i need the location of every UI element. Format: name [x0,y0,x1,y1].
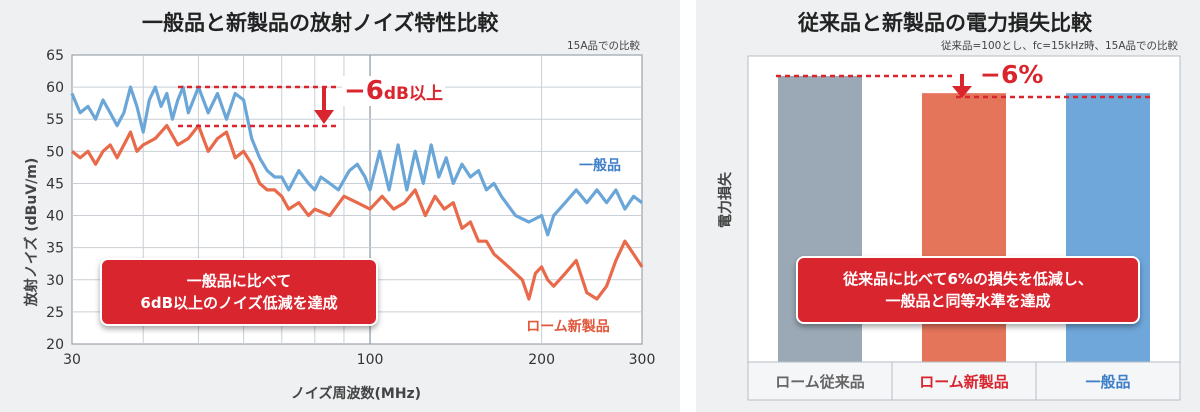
noise-series-lines [70,85,644,301]
noise-y-tick-label: 25 [46,305,64,321]
bar-label-cell [747,361,893,401]
noise-diff-unit: dB以上 [383,84,444,104]
noise-chart-title: 一般品と新製品の放射ノイズ特性比較 [142,11,499,35]
noise-chart-subtitle: 15A品での比較 [566,40,640,52]
bar-label-cell [1035,361,1181,401]
power-loss-diff-label: −6% [976,60,1048,89]
noise-y-tick-label: 50 [46,144,64,160]
bar-label-cell [891,361,1037,401]
series-label-rohm-new: ローム新製品 [526,318,610,335]
noise-y-tick-label: 65 [46,48,64,64]
noise-callout-line-2: 6dB以上のノイズ低減を達成 [140,294,338,312]
bar-category-labels: ローム従来品 ローム新製品 一般品 [747,361,1181,401]
bar-down-arrow-icon [952,86,972,98]
noise-y-tick-label: 30 [46,273,64,289]
power-loss-chart-panel: 従来品と新製品の電力損失比較 従来品=100とし、fc=15kHz時、15A品で… [696,0,1200,412]
series-label-general: 一般品 [579,157,621,174]
noise-x-tick-label: 30 [63,352,81,368]
noise-tick-labels: 20 25 30 35 40 45 50 55 60 65 30 100 200 300 [46,48,655,368]
noise-chart-panel: 一般品と新製品の放射ノイズ特性比較 15A品での比較 20 25 30 35 40 45 5… [0,0,680,412]
power-loss-callout: 従来品に比べて6%の損失を低減し、 一般品と同等水準を達成 [796,256,1140,324]
noise-callout-line-1: 一般品に比べて [186,272,292,290]
noise-x-tick-label: 200 [528,352,555,368]
noise-x-axis-label: ノイズ周波数(MHz) [291,385,421,402]
power-loss-chart-title: 従来品と新製品の電力損失比較 [798,11,1092,35]
noise-y-tick-label: 35 [46,241,64,257]
series-line-rohm-new [70,124,644,301]
power-loss-callout-line-2: 一般品と同等水準を達成 [885,292,1051,310]
bar-y-axis-label: 電力損失 [717,171,734,228]
noise-x-tick-label: 300 [629,352,656,368]
down-arrow-icon [314,110,334,124]
noise-diff-value: −6 [344,76,384,106]
noise-y-tick-label: 45 [46,176,64,192]
power-loss-callout-line-1: 従来品に比べて6%の損失を低減し、 [843,270,1093,288]
noise-y-tick-label: 60 [46,80,64,96]
noise-chart-svg: 20 25 30 35 40 45 50 55 60 65 30 100 200 300 放射ノイズ (d… [23,48,655,402]
noise-y-axis-label: 放射ノイズ (dBuV/m) [23,158,40,307]
noise-diff-label: −6dB以上 [342,76,446,106]
power-loss-chart-subtitle: 従来品=100とし、fc=15kHz時、15A品での比較 [941,40,1178,52]
power-loss-chart-svg: 電力損失 ローム従来品 ローム新製品 一般品 [717,55,1181,401]
bar-category-label: 一般品 [1085,373,1130,391]
series-line-general [70,85,643,237]
noise-x-tick-label: 100 [357,352,384,368]
bar-category-label: ローム従来品 [775,373,865,391]
noise-y-tick-label: 40 [46,209,64,225]
noise-callout: 一般品に比べて 6dB以上のノイズ低減を達成 [100,258,378,326]
noise-y-tick-label: 55 [46,112,64,128]
bar-category-label: ローム新製品 [919,373,1009,391]
noise-y-tick-label: 20 [46,337,64,353]
